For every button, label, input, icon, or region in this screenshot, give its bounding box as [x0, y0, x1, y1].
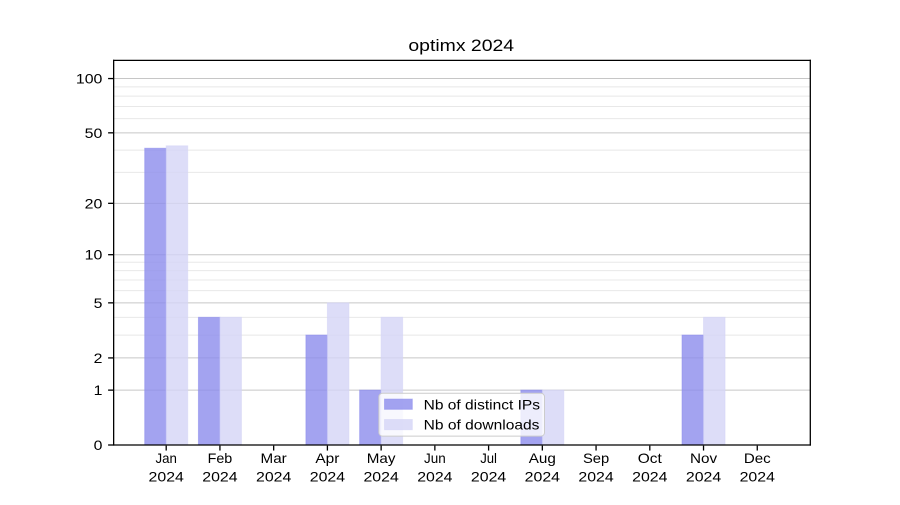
svg-text:May: May	[367, 450, 396, 466]
svg-text:2024: 2024	[256, 469, 292, 485]
svg-text:Dec: Dec	[744, 450, 771, 466]
svg-text:Nov: Nov	[690, 450, 717, 466]
svg-text:Jul: Jul	[480, 450, 497, 466]
svg-text:2024: 2024	[363, 469, 399, 485]
svg-text:2024: 2024	[686, 469, 722, 485]
svg-text:2024: 2024	[149, 469, 185, 485]
svg-text:2024: 2024	[525, 469, 561, 485]
svg-text:5: 5	[94, 295, 103, 311]
svg-text:Jan: Jan	[156, 450, 177, 466]
svg-text:2024: 2024	[310, 469, 346, 485]
svg-text:Nb of distinct IPs: Nb of distinct IPs	[424, 396, 540, 412]
svg-text:2024: 2024	[417, 469, 453, 485]
svg-text:Sep: Sep	[583, 450, 609, 466]
svg-text:2: 2	[94, 350, 103, 366]
svg-text:10: 10	[85, 247, 103, 263]
svg-text:1: 1	[94, 382, 103, 398]
svg-text:2024: 2024	[578, 469, 614, 485]
svg-text:Feb: Feb	[208, 450, 233, 466]
svg-text:2024: 2024	[471, 469, 507, 485]
svg-text:Jun: Jun	[424, 450, 446, 466]
svg-text:2024: 2024	[740, 469, 776, 485]
svg-text:50: 50	[85, 125, 103, 141]
svg-text:Aug: Aug	[529, 450, 556, 466]
svg-text:2024: 2024	[202, 469, 238, 485]
svg-text:2024: 2024	[632, 469, 668, 485]
svg-text:100: 100	[76, 71, 103, 87]
svg-text:Nb of downloads: Nb of downloads	[424, 417, 540, 433]
svg-text:Apr: Apr	[315, 450, 339, 466]
svg-text:Mar: Mar	[261, 450, 288, 466]
svg-text:20: 20	[85, 195, 103, 211]
svg-text:Oct: Oct	[638, 450, 662, 466]
svg-text:optimx 2024: optimx 2024	[408, 36, 514, 55]
svg-text:0: 0	[94, 437, 103, 453]
